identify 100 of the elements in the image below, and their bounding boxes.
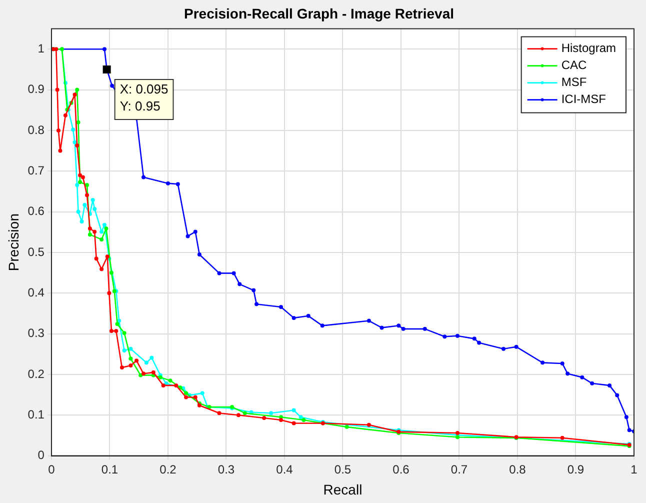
annotation: X: 0.095 Y: 0.95 [120, 82, 168, 114]
point [380, 326, 384, 330]
x-tick-label: 0.8 [509, 462, 526, 476]
point [110, 84, 114, 88]
point [75, 182, 80, 187]
point [63, 113, 68, 118]
point [122, 330, 126, 335]
point [166, 181, 170, 186]
legend-label: CAC [561, 58, 587, 72]
point [193, 395, 198, 400]
point [242, 411, 247, 416]
point [278, 418, 283, 422]
point [56, 128, 60, 132]
point [590, 381, 594, 386]
x-axis-title: Recall [323, 481, 362, 498]
x-tick-label: 0.6 [392, 462, 410, 476]
point [298, 415, 303, 420]
point [168, 378, 172, 383]
point [80, 220, 84, 224]
point [262, 416, 266, 420]
y-tick-label: 0.5 [28, 244, 45, 259]
point [442, 334, 447, 339]
point [82, 202, 87, 207]
point [232, 271, 236, 276]
point [238, 282, 242, 286]
point [85, 182, 90, 187]
point [76, 120, 80, 124]
point [78, 180, 82, 184]
point [472, 336, 476, 341]
point [72, 92, 77, 97]
x-tick-label: 0.3 [218, 462, 235, 476]
point [615, 393, 620, 398]
point [161, 383, 166, 388]
y-tick-label: 1 [38, 41, 45, 56]
point [75, 88, 80, 92]
point [138, 373, 143, 378]
point [560, 436, 564, 440]
point [100, 267, 104, 272]
point [107, 291, 112, 296]
point [151, 370, 156, 374]
point [627, 428, 632, 432]
x-tick-label: 0.1 [101, 462, 118, 476]
point [114, 328, 118, 333]
point [366, 318, 371, 323]
point [278, 304, 283, 309]
point [54, 47, 58, 52]
x-tick-label: 0.2 [160, 462, 177, 476]
point [72, 140, 77, 144]
point [90, 198, 95, 202]
point [306, 314, 310, 318]
point [176, 182, 180, 186]
point [608, 383, 612, 388]
legend-label: MSF [561, 75, 587, 90]
point [566, 372, 570, 376]
point [580, 375, 584, 380]
point [100, 237, 104, 242]
point [624, 415, 628, 420]
x-tick-label: 0.9 [567, 462, 584, 476]
point [94, 256, 98, 261]
x-tick-label: 0.5 [334, 462, 352, 476]
point [200, 391, 204, 396]
point [269, 411, 274, 416]
point [102, 222, 106, 227]
point [174, 383, 178, 388]
legend-label: Histogram [561, 41, 616, 56]
point [455, 334, 460, 338]
point [540, 360, 545, 365]
point [254, 302, 259, 306]
point [102, 47, 106, 52]
point [396, 324, 401, 328]
point [88, 226, 92, 230]
point [134, 358, 139, 363]
point [92, 230, 97, 234]
point [55, 88, 60, 92]
point [78, 173, 82, 178]
point [184, 395, 188, 400]
point [128, 356, 133, 361]
y-tick-label: 0.2 [28, 366, 45, 381]
point [142, 175, 146, 180]
point [144, 360, 148, 365]
point [58, 148, 62, 153]
y-tick-label: 0.3 [28, 326, 45, 340]
point [217, 411, 222, 416]
point [109, 270, 114, 275]
point [76, 210, 80, 214]
y-axis-title: Precision [5, 214, 22, 272]
y-tick-label: 0.7 [28, 163, 45, 178]
point [88, 232, 92, 237]
point [302, 418, 306, 422]
point [477, 340, 482, 345]
point [80, 175, 85, 180]
point [292, 408, 296, 412]
point [150, 356, 154, 360]
point [366, 422, 371, 427]
point [85, 193, 90, 198]
point [115, 322, 120, 326]
point [122, 348, 126, 352]
x-tick-label: 0.4 [276, 462, 294, 476]
x-tick-label: 0 [48, 462, 56, 476]
y-tick-label: 0 [38, 448, 45, 462]
